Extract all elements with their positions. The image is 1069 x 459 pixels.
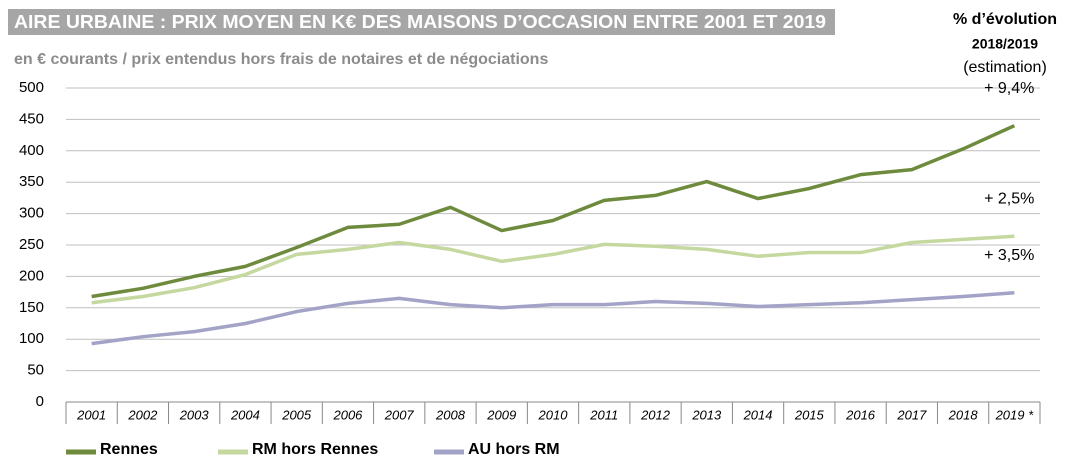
legend-label: AU hors RM <box>468 441 560 458</box>
legend-title: 2018/2019 <box>972 36 1038 52</box>
x-tick-label: 2008 <box>435 407 466 422</box>
x-tick-label: 2012 <box>640 407 671 422</box>
x-tick-label: 2014 <box>743 407 773 422</box>
x-tick-label: 2019 * <box>995 407 1035 422</box>
x-tick-label: 2010 <box>538 407 569 422</box>
y-tick-label: 150 <box>19 299 44 316</box>
x-tick-label: 2015 <box>794 407 825 422</box>
x-tick-label: 2005 <box>281 407 312 422</box>
legend-title: % d’évolution <box>953 11 1057 28</box>
y-tick-label: 400 <box>19 142 44 159</box>
y-tick-label: 100 <box>19 330 44 347</box>
x-tick-label: 2017 <box>896 407 927 422</box>
legend-label: Rennes <box>100 441 158 458</box>
y-tick-label: 350 <box>19 173 44 190</box>
y-tick-label: 50 <box>27 362 44 379</box>
y-tick-label: 500 <box>19 79 44 96</box>
legend-label: RM hors Rennes <box>252 441 378 458</box>
annotation: + 3,5% <box>984 247 1034 264</box>
annotation: + 9,4% <box>984 80 1034 97</box>
y-tick-label: 250 <box>19 236 44 253</box>
x-tick-label: 2003 <box>179 407 210 422</box>
series-line <box>91 124 1016 299</box>
y-tick-label: 0 <box>36 393 44 410</box>
x-tick-label: 2006 <box>332 407 363 422</box>
y-tick-label: 450 <box>19 110 44 127</box>
series-line <box>91 290 1015 346</box>
x-tick-label: 2004 <box>230 407 260 422</box>
x-tick-label: 2018 <box>948 407 979 422</box>
y-tick-label: 300 <box>19 205 44 222</box>
chart-subtitle: en € courants / prix entendus hors frais… <box>14 51 548 68</box>
x-tick-label: 2016 <box>845 407 876 422</box>
y-tick-label: 200 <box>19 267 44 284</box>
legend-title: (estimation) <box>963 59 1047 76</box>
series-line <box>91 234 1015 305</box>
x-tick-label: 2009 <box>486 407 516 422</box>
chart-title: AIRE URBAINE : PRIX MOYEN EN K€ DES MAIS… <box>14 12 826 32</box>
annotation: + 2,5% <box>984 190 1034 207</box>
x-tick-label: 2013 <box>691 407 722 422</box>
x-tick-label: 2007 <box>384 407 415 422</box>
x-tick-label: 2011 <box>589 407 618 422</box>
x-tick-label: 2002 <box>127 407 158 422</box>
x-tick-label: 2001 <box>76 407 106 422</box>
title-box <box>8 9 835 35</box>
